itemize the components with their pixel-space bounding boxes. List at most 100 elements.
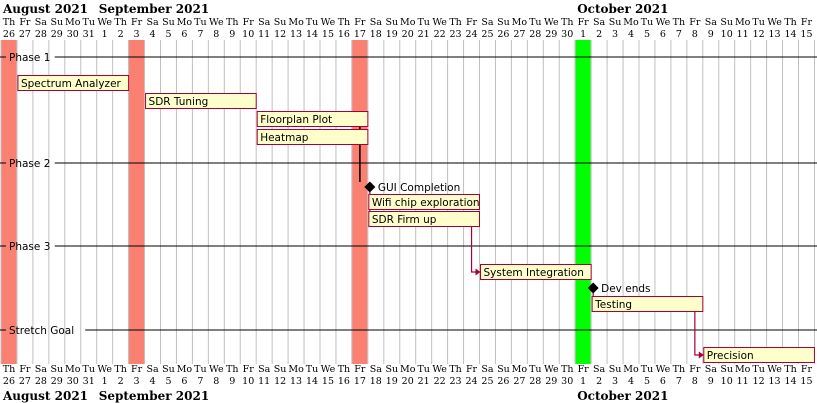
task-heatmap[interactable]: Heatmap (256, 129, 369, 145)
day-of-week-bottom: Fr (243, 364, 255, 375)
day-of-week-bottom: Th (449, 364, 461, 375)
task-bar[interactable] (145, 93, 257, 109)
task-label: SDR Tuning (149, 96, 209, 108)
day-number-bottom: 15 (800, 376, 812, 387)
day-of-week-bottom: Mo (400, 364, 416, 375)
task-bar[interactable] (256, 129, 369, 145)
task-bar[interactable] (17, 75, 130, 91)
task-precision[interactable]: Precision (703, 347, 815, 363)
day-number-bottom: 29 (545, 376, 557, 387)
day-number-bottom: 7 (676, 376, 682, 387)
day-number-top: 2 (118, 29, 124, 40)
day-of-week-top: We (544, 17, 559, 28)
task-bar[interactable] (703, 347, 815, 363)
day-of-week-bottom: Su (497, 364, 510, 375)
milestones: GUI Completion Dev ends (364, 181, 651, 296)
month-label-top: September 2021 (99, 2, 210, 16)
day-of-week-bottom: Tu (641, 364, 653, 375)
day-number-bottom: 24 (465, 376, 477, 387)
day-of-week-bottom: We (209, 364, 224, 375)
day-of-week-bottom: Th (114, 364, 126, 375)
day-number-top: 4 (628, 29, 634, 40)
highlight-column (128, 40, 145, 364)
task-bar[interactable] (591, 296, 704, 312)
day-number-top: 26 (3, 29, 15, 40)
task-sysint[interactable]: System Integration (480, 264, 592, 280)
day-number-bottom: 10 (721, 376, 733, 387)
task-bar[interactable] (368, 194, 481, 210)
day-of-week-top: Su (497, 17, 510, 28)
day-of-week-top: Th (449, 17, 461, 28)
day-number-top: 22 (434, 29, 446, 40)
day-number-top: 10 (242, 29, 254, 40)
day-number-top: 27 (513, 29, 525, 40)
milestone-diamond[interactable] (364, 181, 376, 193)
day-of-week-bottom: We (767, 364, 782, 375)
task-floorplan[interactable]: Floorplan Plot (256, 111, 369, 127)
day-of-week-top: Su (609, 17, 622, 28)
day-number-bottom: 17 (354, 376, 366, 387)
day-number-bottom: 28 (529, 376, 541, 387)
day-of-week-bottom: Su (51, 364, 64, 375)
day-of-week-bottom: Mo (735, 364, 751, 375)
day-number-bottom: 21 (418, 376, 430, 387)
day-of-week-bottom: We (432, 364, 447, 375)
day-of-week-top: Fr (578, 17, 590, 28)
day-of-week-top: Tu (417, 17, 429, 28)
day-number-top: 4 (150, 29, 156, 40)
task-sdrtuning[interactable]: SDR Tuning (145, 93, 257, 109)
task-testing[interactable]: Testing (591, 296, 704, 312)
day-of-week-top: Fr (354, 17, 366, 28)
task-bars: Spectrum Analyzer SDR Tuning Floorplan Plo… (17, 75, 815, 363)
day-number-bottom: 1 (580, 376, 586, 387)
day-of-week-bottom: Su (385, 364, 398, 375)
day-number-bottom: 5 (644, 376, 650, 387)
day-number-top: 16 (338, 29, 350, 40)
task-label: Spectrum Analyzer (21, 78, 122, 90)
day-number-bottom: 16 (338, 376, 350, 387)
day-of-week-bottom: Mo (288, 364, 304, 375)
day-of-week-top: Tu (752, 17, 764, 28)
day-number-bottom: 22 (434, 376, 446, 387)
dependency-arrow (694, 311, 703, 356)
arrow-head (698, 351, 704, 359)
task-bar[interactable] (256, 111, 369, 127)
task-bar[interactable] (480, 264, 592, 280)
day-number-top: 8 (213, 29, 219, 40)
day-number-bottom: 2 (596, 376, 602, 387)
task-wifi[interactable]: Wifi chip exploration (368, 194, 481, 210)
milestone-diamond[interactable] (587, 282, 599, 294)
task-bar[interactable] (368, 211, 481, 227)
day-of-week-bottom: Sa (593, 364, 606, 375)
day-of-week-top: Mo (65, 17, 81, 28)
day-number-top: 18 (370, 29, 382, 40)
day-of-week-bottom: Sa (146, 364, 159, 375)
day-of-week-top: Th (226, 17, 238, 28)
day-of-week-bottom: Su (162, 364, 175, 375)
day-number-bottom: 30 (67, 376, 79, 387)
day-of-week-top: Mo (400, 17, 416, 28)
day-of-week-bottom: Th (226, 364, 238, 375)
day-of-week-top: Fr (243, 17, 255, 28)
day-of-week-top: We (767, 17, 782, 28)
task-label: Precision (707, 350, 754, 362)
month-label-top: October 2021 (577, 2, 668, 16)
milestone-gui[interactable]: GUI Completion (364, 181, 460, 195)
task-sdrfirm[interactable]: SDR Firm up (368, 211, 481, 227)
day-of-week-top: Sa (370, 17, 383, 28)
milestone-devends[interactable]: Dev ends (587, 282, 651, 296)
day-number-bottom: 2 (118, 376, 124, 387)
day-number-top: 30 (561, 29, 573, 40)
day-of-week-top: Th (673, 17, 685, 28)
day-of-week-top: Tu (641, 17, 653, 28)
task-spectrum[interactable]: Spectrum Analyzer (17, 75, 130, 91)
day-number-bottom: 25 (481, 376, 493, 387)
phase-separator-label: Phase 2 (9, 158, 50, 170)
task-label: Heatmap (260, 132, 309, 144)
day-of-week-bottom: We (321, 364, 336, 375)
task-label: Floorplan Plot (260, 114, 332, 126)
day-of-week-bottom: We (97, 364, 112, 375)
day-of-week-top: Sa (258, 17, 271, 28)
day-of-week-top: Su (720, 17, 733, 28)
